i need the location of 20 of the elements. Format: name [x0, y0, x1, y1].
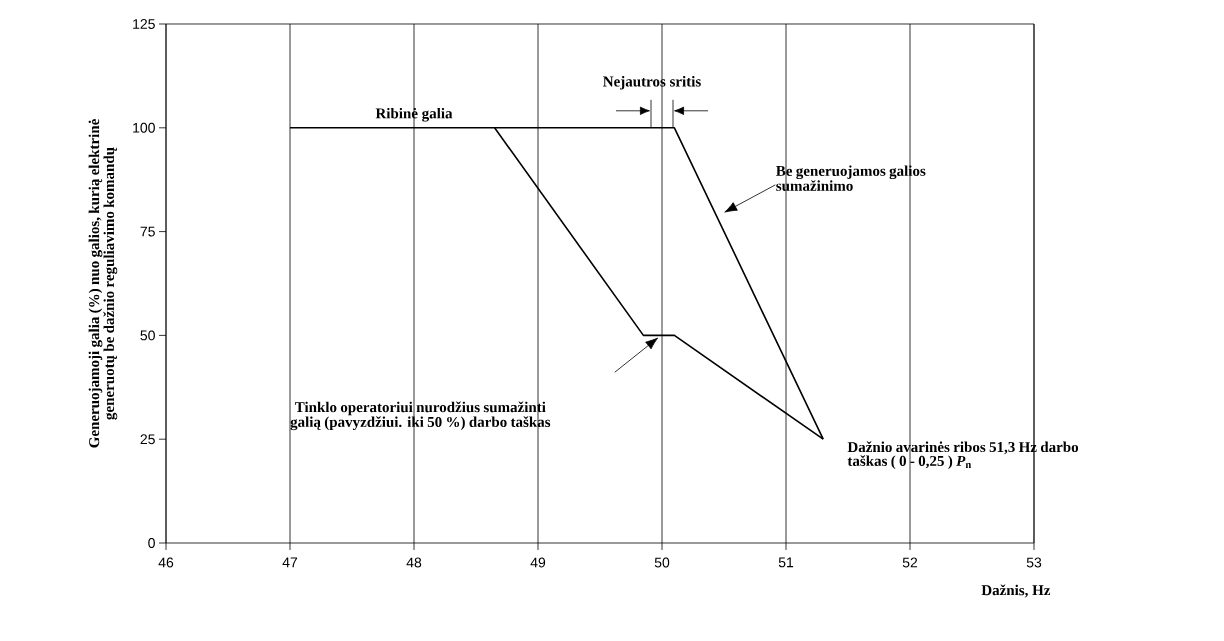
x-tick-label: 52	[902, 557, 918, 568]
x-tick-label: 48	[406, 557, 422, 568]
y-tick-label: 100	[133, 122, 155, 133]
y-axis-title: Generuojamoji galia (%) nuo galios, kurią elektrinė generuotų be dažnio reguliavimo komandų	[88, 119, 118, 448]
annotation: Tinklo operatoriui nurodžius sumažinti galią (pavyzdžiui. iki 50 %) darbo taškas	[290, 401, 551, 431]
y-tick-label: 0	[148, 538, 155, 548]
x-tick-label: 53	[1026, 557, 1042, 568]
x-tick-label: 51	[778, 557, 794, 568]
y-tick-label: 50	[140, 330, 155, 341]
x-tick-label: 50	[654, 557, 670, 568]
annotation: Be generuojamos galios sumažinimo	[776, 165, 926, 191]
x-tick-label: 49	[530, 557, 546, 568]
y-tick-label: 125	[133, 19, 155, 29]
y-tick-label: 75	[140, 226, 155, 237]
annotation: Nejautros sritis	[603, 76, 701, 90]
annotation: Ribinė galia	[375, 107, 453, 122]
y-tick-label: 25	[140, 434, 155, 445]
x-axis-title: Dažnis, Hz	[981, 584, 1051, 598]
x-tick-label: 47	[282, 557, 298, 568]
x-tick-label: 46	[158, 557, 174, 568]
